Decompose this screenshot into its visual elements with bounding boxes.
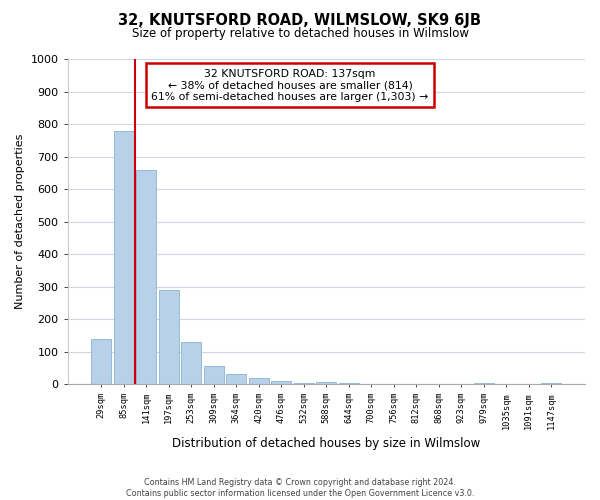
Bar: [271, 381, 292, 384]
X-axis label: Distribution of detached houses by size in Wilmslow: Distribution of detached houses by size …: [172, 437, 481, 450]
Bar: [113, 130, 134, 384]
Bar: [293, 382, 314, 384]
Bar: [181, 342, 202, 384]
Bar: [226, 374, 247, 384]
Text: 32, KNUTSFORD ROAD, WILMSLOW, SK9 6JB: 32, KNUTSFORD ROAD, WILMSLOW, SK9 6JB: [119, 12, 482, 28]
Y-axis label: Number of detached properties: Number of detached properties: [15, 134, 25, 310]
Bar: [248, 378, 269, 384]
Bar: [136, 170, 157, 384]
Bar: [338, 383, 359, 384]
Bar: [91, 338, 112, 384]
Bar: [474, 382, 494, 384]
Text: Size of property relative to detached houses in Wilmslow: Size of property relative to detached ho…: [131, 28, 469, 40]
Text: 32 KNUTSFORD ROAD: 137sqm
← 38% of detached houses are smaller (814)
61% of semi: 32 KNUTSFORD ROAD: 137sqm ← 38% of detac…: [151, 69, 428, 102]
Bar: [158, 290, 179, 384]
Bar: [316, 382, 337, 384]
Bar: [203, 366, 224, 384]
Text: Contains HM Land Registry data © Crown copyright and database right 2024.
Contai: Contains HM Land Registry data © Crown c…: [126, 478, 474, 498]
